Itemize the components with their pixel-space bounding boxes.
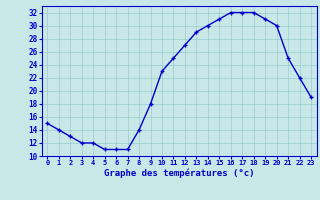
X-axis label: Graphe des températures (°c): Graphe des températures (°c) [104, 169, 254, 178]
